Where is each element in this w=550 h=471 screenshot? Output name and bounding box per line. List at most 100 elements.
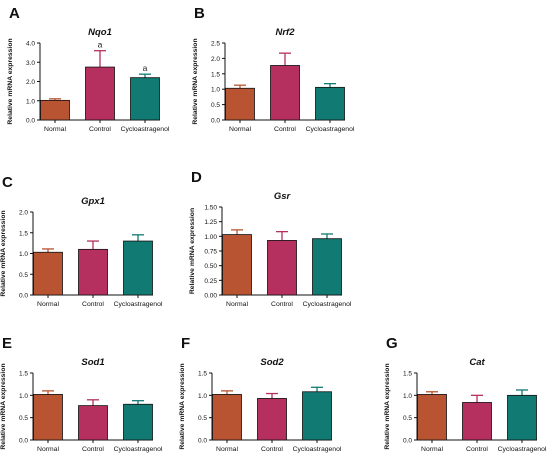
- bar-normal: [225, 87, 255, 121]
- x-tick-label: Control: [274, 126, 296, 133]
- chart-panel-a: A Nqo1 0.0 1.0 2.0 3.0 4.0 Relative mRNA expres…: [7, 5, 170, 133]
- y-tick-label: 1.5: [198, 371, 207, 378]
- panel-letter: B: [194, 5, 205, 22]
- y-tick-label: 0.25: [204, 278, 217, 285]
- chart-panel-d: D Gsr 0.00 0.25 0.50 0.75 1.00 1.25 1.50 Relative…: [189, 169, 352, 308]
- y-tick-label: 1.5: [19, 230, 28, 237]
- y-tick-label: 2.0: [26, 79, 35, 86]
- x-tick-label: Cycloastragenol: [498, 446, 547, 453]
- x-tick-label: Normal: [226, 301, 248, 308]
- chart-panel-c: C Gpx1 0.0 0.5 1.0 1.5 2.0 Relative mRNA expres…: [0, 174, 163, 308]
- x-tick-label: Normal: [229, 126, 251, 133]
- x-tick-label: Normal: [37, 446, 59, 453]
- bar-cycloastragenol: [312, 238, 342, 296]
- chart-panel-b: B Nrf2 0.0 0.5 1.0 1.5 2.0 2.5 Relative mRNA exp…: [192, 5, 355, 133]
- bar-normal: [33, 251, 63, 296]
- x-tick-label: Control: [261, 446, 283, 453]
- x-tick-label: Normal: [421, 446, 443, 453]
- y-tick-label: 0.5: [19, 272, 28, 279]
- bar-cycloastragenol: [507, 394, 537, 441]
- y-tick-label: 1.5: [403, 371, 412, 378]
- x-tick-label: Normal: [216, 446, 238, 453]
- bar-normal: [417, 394, 447, 441]
- bar-control: [270, 65, 300, 121]
- chart-title: Gsr: [274, 191, 292, 202]
- panel-letter: E: [2, 335, 12, 352]
- y-tick-label: 0.0: [26, 118, 35, 125]
- y-tick-label: 0.75: [204, 249, 217, 256]
- y-tick-label: 0.0: [198, 438, 207, 445]
- y-tick-label: 0.00: [204, 293, 217, 300]
- chart-title: Nqo1: [88, 27, 112, 38]
- y-axis-label: Relative mRNA expression: [179, 363, 186, 449]
- bar-control: [78, 248, 108, 296]
- bar-cycloastragenol: [123, 403, 153, 441]
- bar-normal: [33, 394, 63, 441]
- y-tick-label: 1.0: [198, 393, 207, 400]
- x-tick-label: Cycloastragenol: [293, 446, 342, 453]
- y-tick-label: 2.5: [211, 41, 220, 48]
- bar-cycloastragenol: [302, 391, 332, 441]
- x-tick-label: Normal: [37, 301, 59, 308]
- x-tick-label: Normal: [44, 126, 66, 133]
- y-tick-label: 0.0: [211, 118, 220, 125]
- x-tick-label: Control: [89, 126, 111, 133]
- x-tick-label: Cycloastragenol: [306, 126, 355, 133]
- significance-label: a: [143, 63, 148, 73]
- y-axis-label: Relative mRNA expression: [192, 38, 199, 124]
- chart-title: Nrf2: [275, 27, 295, 38]
- y-tick-label: 1.25: [204, 219, 217, 226]
- chart-title: Cat: [469, 357, 485, 368]
- chart-title: Gpx1: [81, 196, 105, 207]
- y-tick-label: 0.0: [403, 438, 412, 445]
- x-tick-label: Cycloastragenol: [303, 301, 352, 308]
- panel-letter: G: [386, 335, 398, 352]
- panel-letter: C: [2, 174, 13, 191]
- y-tick-label: 4.0: [26, 41, 35, 48]
- x-tick-label: Control: [82, 446, 104, 453]
- y-axis-label: Relative mRNA expression: [384, 363, 391, 449]
- significance-label: a: [98, 40, 103, 50]
- x-tick-label: Cycloastragenol: [114, 446, 163, 453]
- bar-normal: [212, 394, 242, 441]
- bar-control: [462, 402, 492, 441]
- y-axis-label: Relative mRNA expression: [189, 208, 196, 294]
- chart-panel-e: E Sod1 0.0 0.5 1.0 1.5 Relative mRNA expressio…: [0, 335, 163, 453]
- panel-letter: A: [9, 5, 20, 22]
- y-tick-label: 0.0: [19, 438, 28, 445]
- y-tick-label: 1.0: [403, 393, 412, 400]
- bar-control: [267, 240, 297, 296]
- bar-control: [85, 66, 115, 121]
- x-tick-label: Control: [82, 301, 104, 308]
- chart-title: Sod2: [260, 357, 284, 368]
- y-tick-label: 1.0: [19, 393, 28, 400]
- x-tick-label: Cycloastragenol: [121, 126, 170, 133]
- y-axis-label: Relative mRNA expression: [0, 210, 7, 296]
- bar-cycloastragenol: [315, 86, 345, 121]
- y-tick-label: 2.0: [211, 56, 220, 63]
- bar-control: [257, 398, 287, 441]
- y-tick-label: 0.5: [403, 415, 412, 422]
- bar-cycloastragenol: [130, 77, 160, 121]
- y-tick-label: 1.5: [211, 71, 220, 78]
- panel-letter: F: [181, 335, 190, 352]
- y-tick-label: 0.50: [204, 263, 217, 270]
- x-tick-label: Control: [271, 301, 293, 308]
- chart-title: Sod1: [81, 357, 104, 368]
- bar-cycloastragenol: [123, 240, 153, 296]
- y-tick-label: 0.0: [19, 293, 28, 300]
- y-tick-label: 2.0: [19, 210, 28, 217]
- bar-normal: [222, 234, 252, 296]
- y-tick-label: 0.5: [198, 415, 207, 422]
- y-tick-label: 1.5: [19, 371, 28, 378]
- y-tick-label: 0.5: [211, 102, 220, 109]
- y-tick-label: 1.0: [19, 251, 28, 258]
- panel-letter: D: [191, 169, 202, 186]
- x-tick-label: Control: [466, 446, 488, 453]
- chart-panel-g: G Cat 0.0 0.5 1.0 1.5 Relative mRNA expression…: [384, 335, 547, 453]
- y-tick-label: 3.0: [26, 60, 35, 67]
- y-tick-label: 1.0: [26, 98, 35, 105]
- bar-normal: [40, 99, 70, 121]
- y-axis-label: Relative mRNA expression: [7, 38, 14, 124]
- y-axis-label: Relative mRNA expression: [0, 363, 7, 449]
